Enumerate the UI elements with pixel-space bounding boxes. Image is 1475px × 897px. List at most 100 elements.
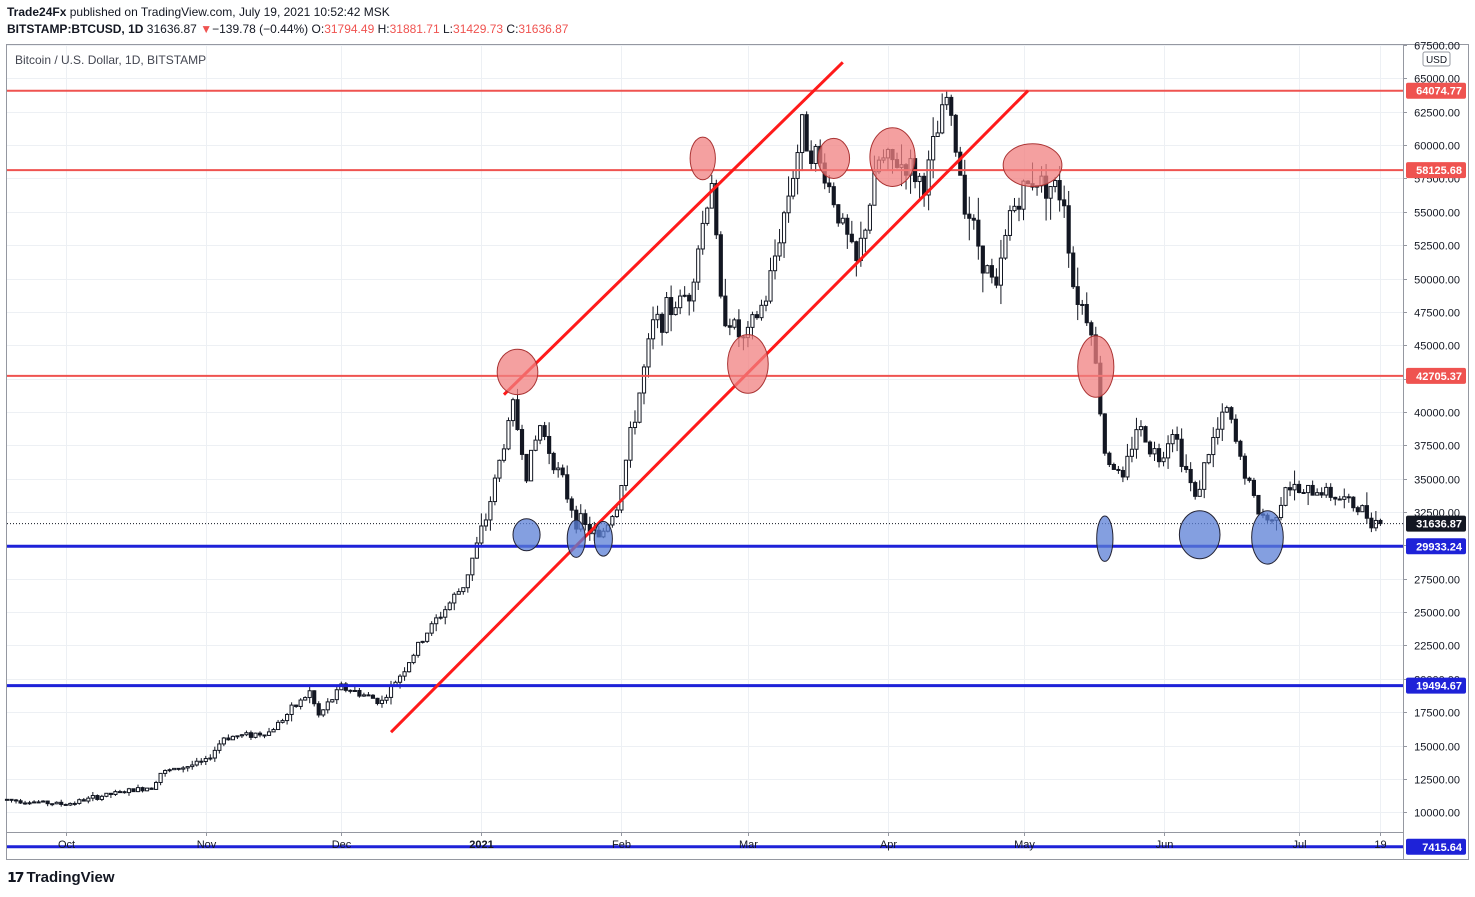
- candle-body: [691, 281, 696, 302]
- candle-body: [41, 800, 46, 803]
- change-down-icon: ▼: [200, 22, 213, 36]
- candle-body: [650, 319, 656, 340]
- candle-body: [1107, 452, 1112, 465]
- candle-body: [72, 802, 77, 805]
- price-tick-label: 47500.00: [1414, 308, 1460, 320]
- candle-body: [1165, 443, 1171, 459]
- time-tick-label: Jul: [1292, 839, 1306, 851]
- candle-body: [285, 714, 290, 722]
- time-tick-label: 19: [1374, 839, 1386, 851]
- candle-body: [388, 684, 394, 698]
- candle-body: [510, 399, 516, 422]
- candle-body: [411, 654, 416, 664]
- level-price-badge: [1406, 367, 1466, 384]
- candle-body: [1287, 487, 1293, 491]
- candle-body: [718, 234, 723, 297]
- candle-body: [253, 732, 258, 738]
- candle-body: [294, 704, 299, 707]
- candle-body: [1283, 487, 1288, 506]
- candle-body: [610, 516, 615, 526]
- time-tick-label: Dec: [332, 839, 352, 851]
- candle-body: [379, 699, 385, 705]
- candle-body: [81, 799, 86, 802]
- candle-body: [994, 276, 999, 286]
- candle-body: [113, 791, 118, 795]
- candle-body: [519, 429, 525, 455]
- candle-body: [565, 474, 570, 500]
- candle-body: [181, 767, 186, 770]
- level-price-badge: [1406, 677, 1466, 694]
- candle-body: [420, 640, 425, 643]
- candle-body: [980, 245, 985, 274]
- level-price-label: 29933.24: [1416, 541, 1463, 553]
- candle-body: [1111, 463, 1116, 470]
- candle-body: [1242, 455, 1247, 479]
- candle-body: [1193, 482, 1198, 497]
- price-tick-label: 65000.00: [1414, 74, 1460, 86]
- candle-body: [1057, 180, 1062, 201]
- publisher-name[interactable]: Trade24Fx: [7, 5, 67, 19]
- candle-body: [926, 159, 931, 196]
- candle-body: [221, 737, 226, 745]
- resistance-marker: [496, 348, 539, 396]
- support-marker: [512, 518, 541, 552]
- level-price-label: 42705.37: [1416, 371, 1462, 383]
- candle-body: [4, 798, 10, 801]
- level-price-badge: [1406, 838, 1466, 855]
- candle-body: [754, 314, 760, 319]
- candle-body: [370, 694, 376, 699]
- candle-body: [533, 439, 538, 451]
- candle-body: [470, 557, 475, 576]
- candle-body: [27, 802, 32, 805]
- candle-body: [1360, 505, 1365, 513]
- support-marker: [566, 519, 586, 558]
- candle-body: [1355, 507, 1360, 513]
- candle-body: [1075, 286, 1080, 305]
- candle-body: [1048, 186, 1053, 199]
- candle-body: [447, 602, 452, 611]
- candle-body: [357, 689, 362, 697]
- channel-trend-line: [502, 61, 844, 396]
- candle-body: [59, 801, 64, 805]
- candle-body: [135, 787, 141, 793]
- candle-body: [325, 701, 330, 711]
- candle-body: [90, 795, 95, 799]
- price-tick-label: 45000.00: [1414, 341, 1460, 353]
- candle-body: [659, 313, 665, 333]
- last-price: 31636.87: [146, 22, 197, 36]
- candle-body: [1012, 205, 1017, 212]
- candle-body: [524, 453, 529, 482]
- candle-body: [1152, 448, 1157, 455]
- candle-body: [86, 797, 91, 802]
- level-price-label: 64074.77: [1416, 86, 1462, 98]
- time-axis[interactable]: Oct Nov Dec 2021 Feb Mar Apr May Jun Jul 19: [7, 832, 1403, 851]
- price-axis[interactable]: 10000.0012500.0015000.0017500.0020000.00…: [1403, 41, 1466, 860]
- last-price-badge: [1406, 515, 1466, 532]
- candle-body: [316, 703, 321, 716]
- candle-body: [1080, 303, 1085, 306]
- candle-body: [836, 204, 841, 224]
- tradingview-logo-icon: 𝟭𝟳: [7, 869, 25, 885]
- candle-body: [687, 294, 692, 302]
- candle-body: [646, 338, 651, 368]
- candle-body: [777, 242, 782, 257]
- candle-body: [1319, 492, 1324, 496]
- candle-body: [528, 449, 534, 482]
- candle-body: [438, 616, 443, 619]
- candle-body: [140, 787, 145, 792]
- level-price-label: 19494.67: [1416, 681, 1462, 693]
- candle-body: [1143, 426, 1148, 443]
- level-price-label: 7415.64: [1422, 842, 1463, 854]
- candle-body: [1229, 407, 1234, 420]
- candle-body: [1306, 484, 1311, 494]
- candle-body: [474, 542, 479, 559]
- candle-body: [1116, 468, 1121, 471]
- candle-body: [208, 757, 213, 760]
- time-tick-label: May: [1014, 839, 1035, 851]
- candle-body: [1066, 205, 1071, 254]
- candle-body: [813, 145, 818, 165]
- tradingview-logo[interactable]: 𝟭𝟳 TradingView: [7, 869, 115, 886]
- candle-body: [759, 304, 764, 319]
- price-tick-label: 60000.00: [1414, 141, 1460, 153]
